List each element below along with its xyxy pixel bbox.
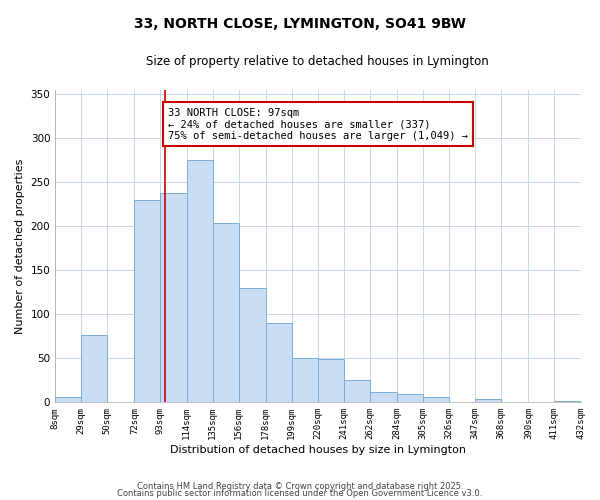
Bar — [81, 334, 107, 402]
Bar — [187, 160, 212, 402]
Bar — [397, 394, 423, 402]
Title: Size of property relative to detached houses in Lymington: Size of property relative to detached ho… — [146, 55, 489, 68]
Text: Contains HM Land Registry data © Crown copyright and database right 2025.: Contains HM Land Registry data © Crown c… — [137, 482, 463, 491]
Text: Contains public sector information licensed under the Open Government Licence v3: Contains public sector information licen… — [118, 490, 482, 498]
Bar — [423, 397, 449, 402]
Bar — [318, 359, 344, 403]
Bar — [239, 288, 266, 403]
Text: 33, NORTH CLOSE, LYMINGTON, SO41 9BW: 33, NORTH CLOSE, LYMINGTON, SO41 9BW — [134, 18, 466, 32]
Y-axis label: Number of detached properties: Number of detached properties — [15, 158, 25, 334]
Bar — [55, 397, 81, 402]
X-axis label: Distribution of detached houses by size in Lymington: Distribution of detached houses by size … — [170, 445, 466, 455]
Bar — [554, 400, 581, 402]
Bar — [212, 223, 239, 402]
Bar — [475, 399, 501, 402]
Bar — [344, 380, 370, 402]
Bar — [160, 193, 187, 402]
Bar — [370, 392, 397, 402]
Text: 33 NORTH CLOSE: 97sqm
← 24% of detached houses are smaller (337)
75% of semi-det: 33 NORTH CLOSE: 97sqm ← 24% of detached … — [168, 108, 468, 141]
Bar — [134, 200, 160, 402]
Bar — [292, 358, 318, 403]
Bar — [266, 323, 292, 402]
